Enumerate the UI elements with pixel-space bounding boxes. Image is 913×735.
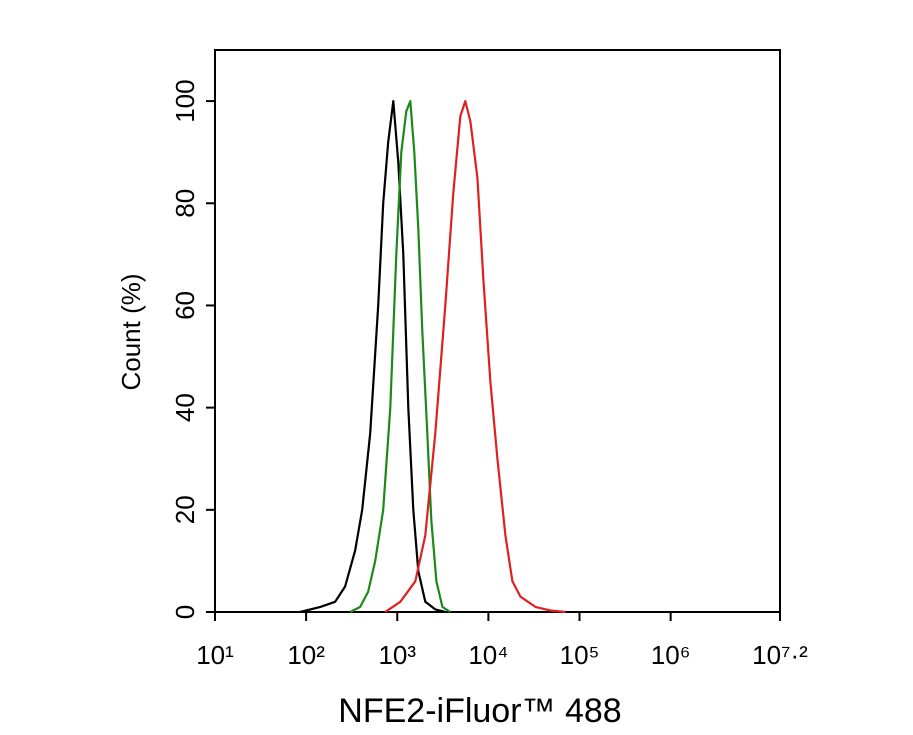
y-tick-label: 80 [170, 189, 200, 218]
histogram-line [349, 100, 451, 613]
x-tick-label: 10³ [378, 640, 416, 670]
x-tick-label: 10⁵ [560, 640, 600, 670]
x-tick-label: 10¹ [196, 640, 234, 670]
y-tick-label: 40 [170, 393, 200, 422]
y-tick-label: 20 [170, 495, 200, 524]
x-axis-label: NFE2-iFluor™ 488 [338, 692, 621, 730]
x-tick-label: 10⁷·² [752, 640, 808, 670]
plot-frame [214, 49, 781, 613]
x-tick-label: 10² [287, 640, 325, 670]
y-tick-label: 0 [170, 605, 200, 619]
x-tick-label: 10⁴ [468, 640, 508, 670]
y-axis-label: Count (%) [116, 273, 146, 390]
histogram-line [384, 100, 566, 614]
y-tick-label: 100 [170, 79, 200, 122]
y-tick-label: 60 [170, 291, 200, 320]
x-tick-label: 10⁶ [651, 640, 691, 670]
